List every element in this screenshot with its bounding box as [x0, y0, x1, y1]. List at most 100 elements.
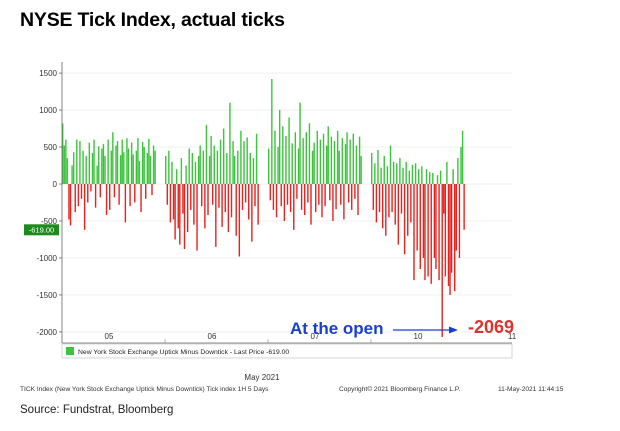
tick-bar: [381, 184, 384, 229]
chart-title: NYSE Tick Index, actual ticks: [20, 9, 285, 31]
tick-bar: [62, 123, 64, 185]
tick-bar: [249, 152, 252, 185]
tick-bar: [145, 184, 147, 199]
tick-bar: [446, 161, 448, 185]
tick-bar: [321, 184, 323, 218]
legend-swatch: [66, 347, 74, 355]
tick-bar: [297, 148, 300, 185]
tick-bar: [141, 141, 144, 185]
tick-bar: [400, 184, 403, 214]
tick-bar: [149, 155, 152, 185]
tick-bar: [79, 141, 81, 185]
tick-bar: [388, 184, 390, 218]
arrow-head: [449, 326, 458, 334]
tick-bar: [327, 126, 329, 185]
tick-bar: [399, 158, 401, 185]
tick-bar: [396, 163, 398, 185]
tick-bar: [169, 184, 172, 223]
tick-bar: [308, 123, 311, 185]
tick-bar: [66, 158, 69, 185]
tick-bar: [405, 161, 407, 185]
tick-bar: [243, 141, 245, 185]
tick-bar: [130, 142, 133, 185]
tick-bar: [304, 184, 306, 216]
tick-bar: [352, 133, 355, 185]
tick-bar: [394, 184, 396, 225]
tick-bar: [65, 139, 67, 185]
tick-bar: [216, 150, 219, 185]
tick-bar: [275, 184, 278, 218]
tick-bar: [85, 155, 87, 185]
tick-bar: [135, 150, 138, 185]
tick-bar: [87, 184, 89, 203]
tick-bar: [307, 184, 309, 203]
tick-bar: [68, 184, 70, 220]
tick-bar: [152, 145, 155, 185]
legend: New York Stock Exchange Uptick Minus Dow…: [61, 343, 513, 359]
tick-bar: [286, 184, 289, 205]
tick-bar: [246, 137, 248, 185]
tick-bar: [454, 184, 456, 292]
tick-bar: [118, 184, 120, 205]
tick-bars: [62, 79, 465, 338]
tick-bar: [427, 184, 429, 277]
tick-bar: [254, 184, 256, 207]
tick-bar: [80, 184, 83, 199]
x-tick-label: 07: [311, 332, 320, 341]
tick-bar: [457, 158, 459, 185]
tick-bar: [288, 117, 290, 185]
tick-bar: [436, 175, 439, 185]
tick-bar: [336, 130, 339, 185]
tick-bar: [428, 172, 431, 185]
tick-bar: [349, 139, 351, 185]
tick-bar: [435, 184, 437, 270]
tick-bar: [107, 139, 109, 185]
tick-bar: [121, 139, 123, 185]
tick-bar: [341, 138, 344, 185]
tick-bar: [199, 145, 201, 185]
tick-bar: [171, 161, 173, 185]
y-tick-label: 1000: [39, 106, 57, 115]
tick-bar: [94, 184, 97, 208]
tick-bar: [291, 143, 293, 185]
tick-bar: [289, 184, 292, 213]
tick-bar: [244, 184, 247, 203]
tick-bar: [277, 147, 279, 185]
tick-bar: [411, 164, 414, 185]
tick-bar: [190, 184, 192, 210]
tick-bar: [463, 184, 465, 230]
tick-bar: [410, 184, 412, 223]
tick-bar: [69, 184, 72, 226]
tick-bar: [421, 166, 423, 185]
tick-bar: [212, 184, 214, 205]
tick-bar: [83, 184, 86, 230]
tick-bar: [98, 146, 100, 185]
annotation-at-the-open: At the open: [290, 319, 384, 338]
tick-bar: [392, 161, 395, 185]
tick-bar: [441, 184, 443, 338]
tick-bar: [140, 184, 142, 213]
tick-bar: [282, 126, 284, 185]
y-tick-label: -1000: [37, 254, 58, 263]
tick-bar: [193, 184, 195, 225]
x-tick-label: 06: [208, 332, 217, 341]
tick-bar: [278, 110, 281, 185]
tick-bar: [241, 184, 244, 210]
tick-bar: [77, 184, 80, 207]
tick-bar: [218, 184, 220, 208]
open-arrow: [393, 326, 458, 334]
tick-bar: [213, 145, 215, 185]
tick-bar: [90, 184, 92, 192]
tick-bar: [378, 184, 381, 213]
tick-bar: [272, 184, 275, 210]
footer-middle: Copyright© 2021 Bloomberg Finance L.P.: [339, 385, 460, 393]
tick-bar: [185, 165, 187, 185]
tick-bar: [154, 150, 156, 185]
tick-bar: [313, 142, 315, 185]
tick-bar: [202, 150, 205, 185]
tick-bar: [99, 184, 102, 198]
x-tick-label: 11: [508, 332, 517, 341]
tick-bar: [172, 184, 175, 220]
tick-bar: [137, 138, 139, 185]
tick-bar: [110, 150, 112, 185]
